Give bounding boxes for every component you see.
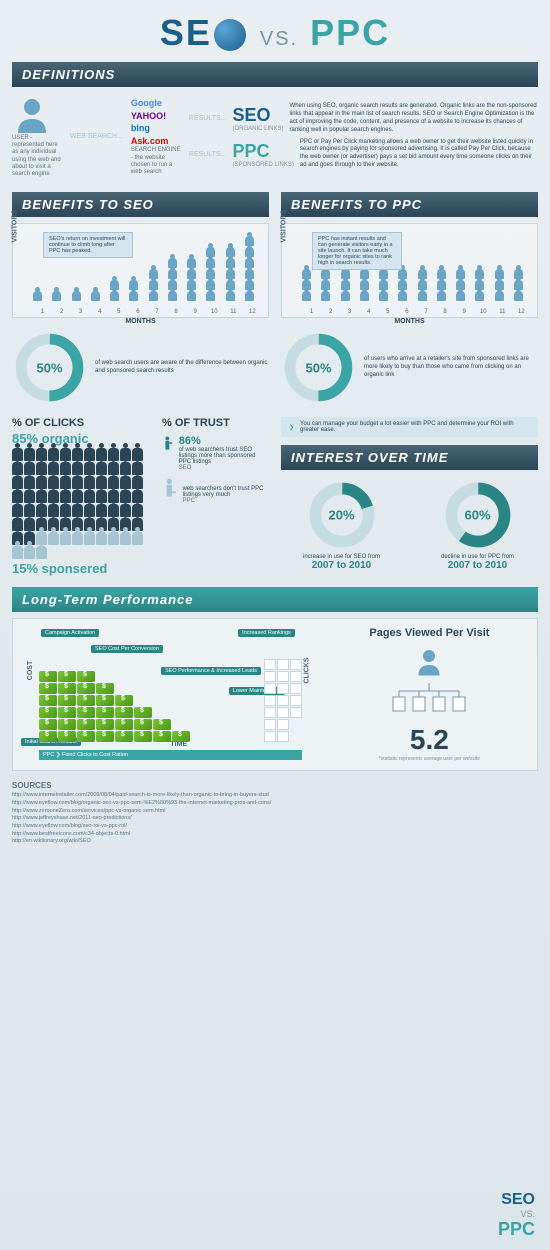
search-engines: Google YAHOO! bing Ask.com — [131, 97, 181, 147]
seo-label: SEO — [233, 105, 271, 125]
pages-note: *statistic represents average user per w… — [330, 756, 529, 762]
title-seo: SE — [160, 12, 212, 53]
trust-seo-text: of web searchers trust SEO listings more… — [179, 447, 269, 465]
title-ppc: PPC — [310, 12, 390, 53]
interest-seo-value: 20% — [328, 508, 354, 523]
definitions-header: DEFINITIONS — [12, 62, 538, 87]
trust-title: % OF TRUST — [162, 417, 269, 429]
ppc-fixed-bar: PPC ❯ Fixed Clicks to Cost Ration — [39, 750, 302, 760]
seo-chart-note: SEO's return on investment will continue… — [43, 232, 133, 258]
ppc-chart: PPC has instant results and can generate… — [281, 223, 538, 318]
interest-header: INTEREST OVER TIME — [281, 445, 538, 470]
tag-seo-cost: SEO Cost Per Conversion — [91, 645, 163, 653]
footer-logo: SEO VS. PPC — [498, 1191, 535, 1240]
interest-ppc-value: 60% — [464, 508, 490, 523]
cost-axis: COST — [27, 661, 34, 680]
x-axis-label: MONTHS — [394, 318, 424, 325]
sponsored-pct: 15% sponsered — [12, 561, 152, 576]
footer-vs: VS. — [498, 1209, 535, 1219]
definitions-row: USER - represented here as any individua… — [12, 95, 538, 178]
ppc-chart-note: PPC has instant results and can generate… — [312, 232, 402, 270]
arrow-icon: WEB SEARCH... — [70, 133, 123, 140]
clicks-axis: CLICKS — [303, 658, 310, 684]
results-arrow: RESULTS... — [189, 115, 227, 122]
pages-value: 5.2 — [330, 724, 529, 756]
footer-ppc: PPC — [498, 1219, 535, 1240]
ltp-header: Long-Term Performance — [12, 587, 538, 612]
interest-ppc-donut: 60% — [443, 480, 513, 550]
benefits-ppc-header: BENEFITS TO PPC — [281, 192, 538, 217]
ppc-note-text: You can manage your budget a lot easier … — [300, 421, 530, 433]
user-icon — [414, 647, 444, 677]
ask-label: Ask.com — [131, 135, 181, 148]
results-arrow: RESULTS... — [189, 151, 227, 158]
ltp-chart: Campaign Activation SEO Cost Per Convers… — [21, 627, 320, 762]
trust-ppc-label: PPC — [183, 498, 269, 505]
trust-ppc-text: web searchers don't trust PPC listings v… — [183, 486, 269, 498]
seo-definition: When using SEO, organic search results a… — [290, 103, 538, 134]
ppc-donut-value: 50% — [305, 360, 331, 375]
benefits-seo-header: BENEFITS TO SEO — [12, 192, 269, 217]
interest-seo-years: 2007 to 2010 — [281, 560, 402, 571]
engine-caption: SEARCH ENGINE - the website chosen to ru… — [131, 147, 181, 176]
ppc-donut: 50% — [281, 330, 356, 405]
footer-seo: SEO — [498, 1191, 535, 1209]
trust-seo-pct: 86% — [179, 435, 269, 447]
ppc-donut-text: of users who arrive at a retailer's site… — [364, 356, 538, 379]
people-grid — [12, 448, 152, 559]
organic-pct: 85% organic — [12, 431, 152, 446]
user-icon — [12, 95, 52, 135]
y-axis-label: VISITORS — [12, 210, 19, 243]
seo-donut: 50% — [12, 330, 87, 405]
ppc-trust-icon — [162, 478, 177, 513]
bing-label: bing — [131, 122, 181, 135]
main-title: SE VS. PPC — [12, 12, 538, 54]
google-label: Google — [131, 97, 181, 110]
seo-chart: SEO's return on investment will continue… — [12, 223, 269, 318]
tag-increased: Increased Rankings — [238, 629, 295, 637]
pages-title: Pages Viewed Per Visit — [330, 627, 529, 639]
user-caption: USER - represented here as any individua… — [12, 135, 62, 178]
time-axis: TIME — [170, 741, 187, 748]
seo-trust-icon — [162, 436, 173, 471]
title-vs: VS. — [260, 28, 298, 50]
trust-seo-label: SEO — [179, 465, 269, 472]
ltp-box: Campaign Activation SEO Cost Per Convers… — [12, 618, 538, 771]
ppc-sublabel: (SPONSORED LINKS) — [233, 162, 294, 168]
page-tree-icon — [389, 683, 469, 718]
globe-icon — [214, 19, 246, 51]
seo-sublabel: (ORGANIC LINKS) — [233, 126, 284, 132]
clicks-title: % OF CLICKS — [12, 417, 152, 429]
x-axis-label: MONTHS — [125, 318, 155, 325]
ppc-budget-note: You can manage your budget a lot easier … — [281, 417, 538, 437]
ppc-label: PPC — [233, 141, 270, 161]
sources: SOURCES http://www.internetretailer.com/… — [12, 781, 538, 846]
y-axis-label: VISITORS — [281, 210, 288, 243]
interest-seo-donut: 20% — [307, 480, 377, 550]
tag-campaign: Campaign Activation — [41, 629, 99, 637]
seo-donut-value: 50% — [36, 360, 62, 375]
yahoo-label: YAHOO! — [131, 110, 181, 123]
ppc-definition: PPC or Pay Per Click marketing allows a … — [300, 139, 538, 170]
interest-ppc-years: 2007 to 2010 — [417, 560, 538, 571]
sources-title: SOURCES — [12, 781, 538, 790]
seo-donut-text: of web search users are aware of the dif… — [95, 360, 269, 376]
